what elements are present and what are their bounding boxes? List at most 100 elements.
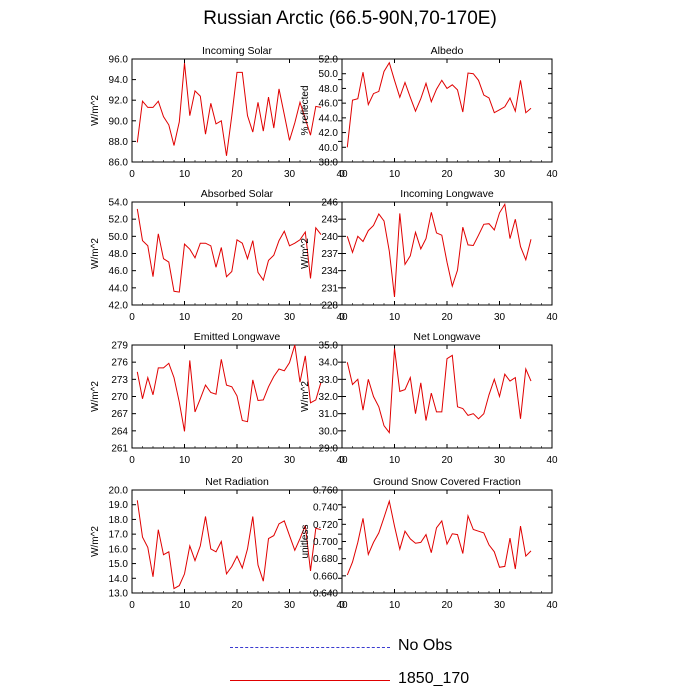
y-tick-label: 270 — [111, 392, 128, 403]
x-tick-label: 10 — [179, 600, 191, 611]
y-tick-label: 228 — [321, 301, 338, 312]
series-line-1850-170 — [346, 61, 532, 148]
y-tick-label: 42.0 — [109, 301, 129, 312]
x-tick-label: 10 — [389, 600, 401, 611]
x-tick-label: 20 — [441, 169, 453, 180]
legend-swatch-solid — [230, 680, 390, 681]
series-line-1850-170 — [346, 499, 532, 576]
x-tick-label: 30 — [284, 169, 296, 180]
legend-swatch-dashed — [230, 647, 390, 648]
y-tick-label: 267 — [111, 409, 128, 420]
x-tick-label: 0 — [129, 169, 135, 180]
y-tick-label: 35.0 — [319, 341, 339, 352]
x-tick-label: 20 — [231, 169, 243, 180]
x-tick-label: 10 — [389, 169, 401, 180]
y-tick-label: 20.0 — [109, 486, 129, 497]
y-tick-label: 54.0 — [109, 198, 129, 209]
x-tick-label: 30 — [284, 600, 296, 611]
x-tick-label: 10 — [179, 169, 191, 180]
chart-title: Incoming Solar — [202, 45, 273, 57]
y-tick-label: 0.760 — [313, 486, 338, 497]
x-tick-label: 20 — [441, 600, 453, 611]
series-line-1850-170 — [136, 344, 322, 432]
y-tick-label: 17.0 — [109, 530, 129, 541]
y-tick-label: 0.740 — [313, 503, 338, 514]
y-tick-label: 86.0 — [109, 158, 129, 169]
x-tick-label: 30 — [494, 312, 506, 323]
chart-title: Net Longwave — [413, 331, 480, 343]
y-axis-label: W/m^2 — [90, 95, 101, 126]
y-tick-label: 50.0 — [319, 69, 339, 80]
x-tick-label: 20 — [441, 312, 453, 323]
x-tick-label: 40 — [336, 455, 348, 466]
series-line-1850-170 — [136, 63, 322, 156]
plot-frame — [341, 58, 553, 163]
y-axis-label: unitless — [300, 525, 311, 559]
legend-item-no-obs: No Obs — [230, 637, 530, 659]
x-tick-label: 20 — [441, 455, 453, 466]
y-tick-label: 18.0 — [109, 515, 129, 526]
y-tick-label: 52.0 — [109, 215, 129, 226]
x-tick-label: 30 — [284, 312, 296, 323]
y-tick-label: 276 — [111, 358, 128, 369]
chart-panel-incoming-solar: Incoming Solar 0 10 20 30 40 86.0 88.0 90.0 92.0 9… — [90, 45, 348, 180]
y-tick-label: 15.0 — [109, 559, 129, 570]
y-tick-label: 279 — [111, 341, 128, 352]
y-tick-label: 246 — [321, 198, 338, 209]
x-tick-label: 10 — [179, 455, 191, 466]
series-line-1850-170 — [346, 348, 532, 434]
x-tick-label: 40 — [546, 600, 558, 611]
y-tick-label: 13.0 — [109, 589, 129, 600]
chart-title: Ground Snow Covered Fraction — [373, 476, 521, 488]
x-tick-label: 10 — [179, 312, 191, 323]
y-axis-label: W/m^2 — [90, 381, 101, 412]
series-line-1850-170 — [136, 208, 322, 293]
y-tick-label: 30.0 — [319, 426, 339, 437]
chart-title: Incoming Longwave — [400, 188, 494, 200]
y-tick-label: 32.0 — [319, 392, 339, 403]
x-tick-label: 10 — [389, 312, 401, 323]
y-tick-label: 16.0 — [109, 544, 129, 555]
y-tick-label: 234 — [321, 266, 338, 277]
chart-title: Albedo — [431, 45, 464, 57]
chart-panel-emitted-longwave: Emitted Longwave 0 10 20 30 40 261 264 267 270 273… — [90, 331, 348, 466]
x-tick-label: 0 — [339, 455, 345, 466]
y-tick-label: 40.0 — [319, 143, 339, 154]
legend-label: No Obs — [398, 637, 453, 654]
chart-panel-net-radiation: Net Radiation 0 10 20 30 40 13.0 14.0 15.0 16.0 17… — [90, 476, 348, 611]
y-tick-label: 264 — [111, 426, 128, 437]
x-tick-label: 0 — [339, 600, 345, 611]
y-tick-label: 0.720 — [313, 520, 338, 531]
y-tick-label: 42.0 — [319, 128, 339, 139]
y-tick-label: 33.0 — [319, 375, 339, 386]
x-tick-label: 40 — [336, 312, 348, 323]
x-tick-label: 30 — [494, 455, 506, 466]
y-axis-label: W/m^2 — [90, 238, 101, 269]
x-tick-label: 20 — [231, 455, 243, 466]
y-tick-label: 38.0 — [319, 158, 339, 169]
y-tick-label: 273 — [111, 375, 128, 386]
y-tick-label: 44.0 — [109, 283, 129, 294]
y-tick-label: 48.0 — [109, 249, 129, 260]
y-tick-label: 14.0 — [109, 574, 129, 585]
x-tick-label: 40 — [546, 455, 558, 466]
chart-title: Absorbed Solar — [201, 188, 274, 200]
y-tick-label: 243 — [321, 215, 338, 226]
x-tick-label: 40 — [336, 600, 348, 611]
x-tick-label: 40 — [546, 312, 558, 323]
y-axis-label: % reflected — [300, 85, 311, 135]
page-title: Russian Arctic (66.5-90N,70-170E) — [203, 8, 497, 29]
y-tick-label: 31.0 — [319, 409, 339, 420]
y-tick-label: 29.0 — [319, 444, 339, 455]
y-tick-label: 240 — [321, 232, 338, 243]
chart-title: Net Radiation — [205, 476, 269, 488]
x-tick-label: 0 — [339, 312, 345, 323]
y-tick-label: 0.700 — [313, 537, 338, 548]
y-tick-label: 0.640 — [313, 589, 338, 600]
x-tick-label: 0 — [129, 600, 135, 611]
chart-panel-absorbed-solar: Absorbed Solar 0 10 20 30 40 42.0 44.0 46.0 48.0 5… — [90, 188, 348, 323]
x-tick-label: 20 — [231, 312, 243, 323]
x-tick-label: 10 — [389, 455, 401, 466]
